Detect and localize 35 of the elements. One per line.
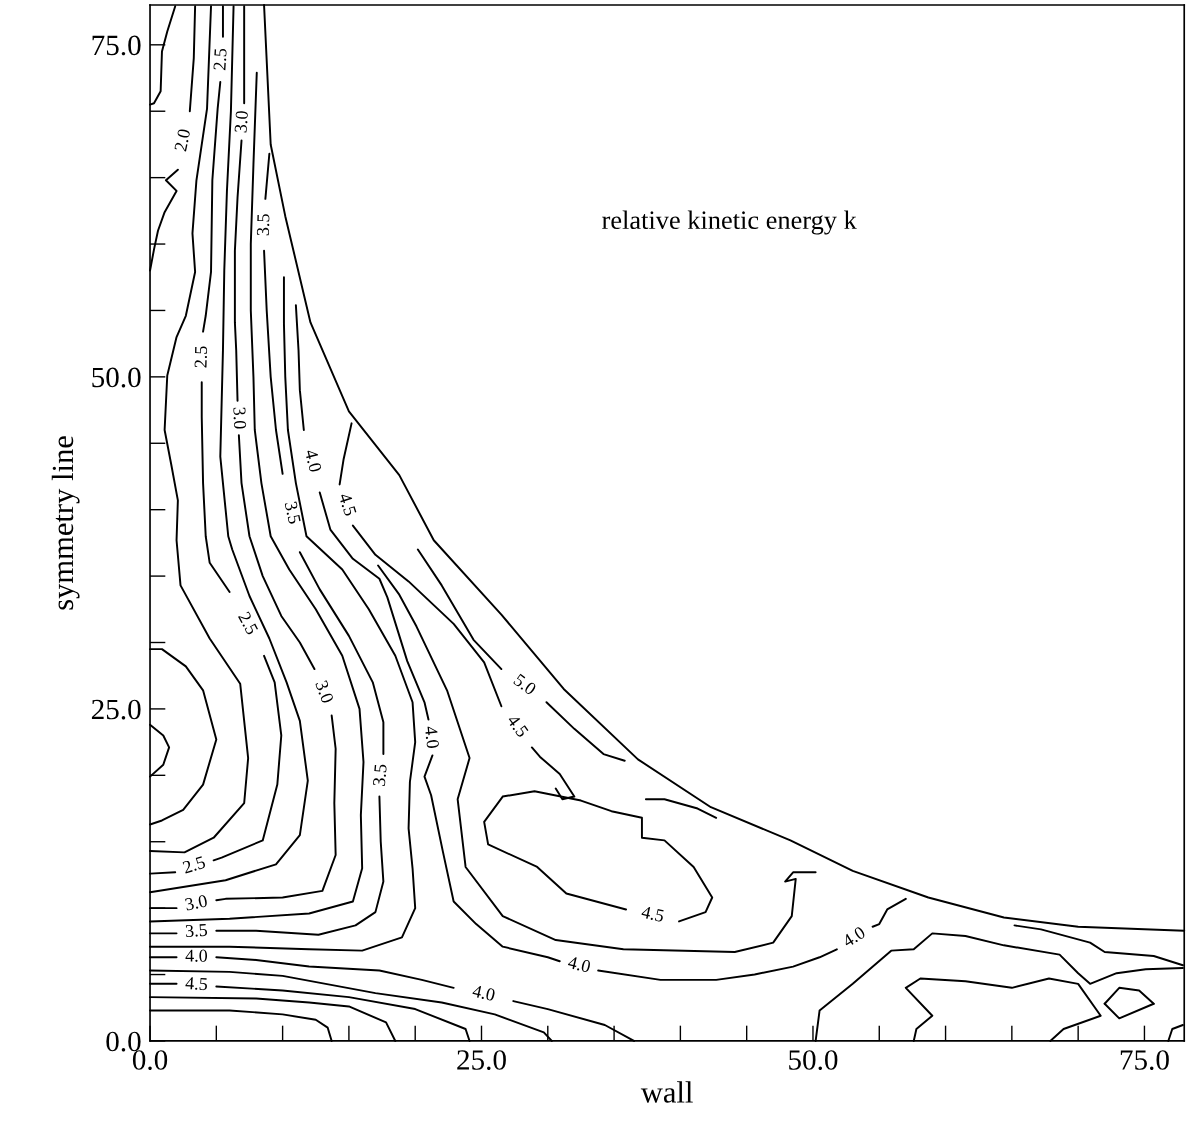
annotation: 3.0 bbox=[234, 110, 249, 133]
annotation: 4.0 bbox=[424, 725, 440, 749]
x-tick-label: 25.0 bbox=[457, 1050, 506, 1070]
y-tick-label: 50.0 bbox=[92, 367, 141, 388]
x-axis-title: wall bbox=[640, 1081, 693, 1103]
annotation: 2.0 bbox=[174, 128, 191, 152]
annotation: 3.5 bbox=[372, 764, 387, 787]
y-tick-label: 0.0 bbox=[106, 1031, 141, 1052]
annotation: 4.0 bbox=[304, 448, 322, 473]
annotation: 4.5 bbox=[506, 713, 529, 739]
annotation: 3.5 bbox=[284, 501, 301, 525]
annotation: 4.0 bbox=[185, 949, 208, 962]
annotation: 3.5 bbox=[185, 923, 208, 938]
annotation: 2.5 bbox=[194, 346, 208, 368]
annotation: 2.5 bbox=[182, 855, 206, 874]
annotation: 4.0 bbox=[567, 955, 592, 973]
x-tick-label: 50.0 bbox=[789, 1050, 838, 1070]
annotation: 4.5 bbox=[185, 976, 208, 991]
annotation: 2.5 bbox=[237, 611, 259, 636]
annotation: 3.0 bbox=[315, 679, 334, 704]
annotation: 4.5 bbox=[640, 905, 665, 923]
x-tick-label: 0.0 bbox=[132, 1050, 168, 1070]
y-tick-label: 25.0 bbox=[91, 699, 141, 720]
annotation: 4.5 bbox=[338, 492, 357, 517]
annotation: 4.0 bbox=[841, 925, 867, 948]
annotation: 3.0 bbox=[184, 894, 208, 911]
annotation: 2.5 bbox=[213, 48, 227, 71]
annotation: 4.0 bbox=[471, 984, 496, 1002]
annotation: 5.0 bbox=[512, 673, 538, 696]
x-tick-label: 75.0 bbox=[1120, 1050, 1169, 1070]
annotation: 3.0 bbox=[233, 407, 247, 429]
y-axis-title: symmetry line bbox=[51, 436, 80, 610]
annotation: 3.5 bbox=[256, 214, 270, 236]
y-tick-label: 75.0 bbox=[92, 35, 141, 56]
annotation: relative kinetic energy k bbox=[602, 210, 857, 235]
